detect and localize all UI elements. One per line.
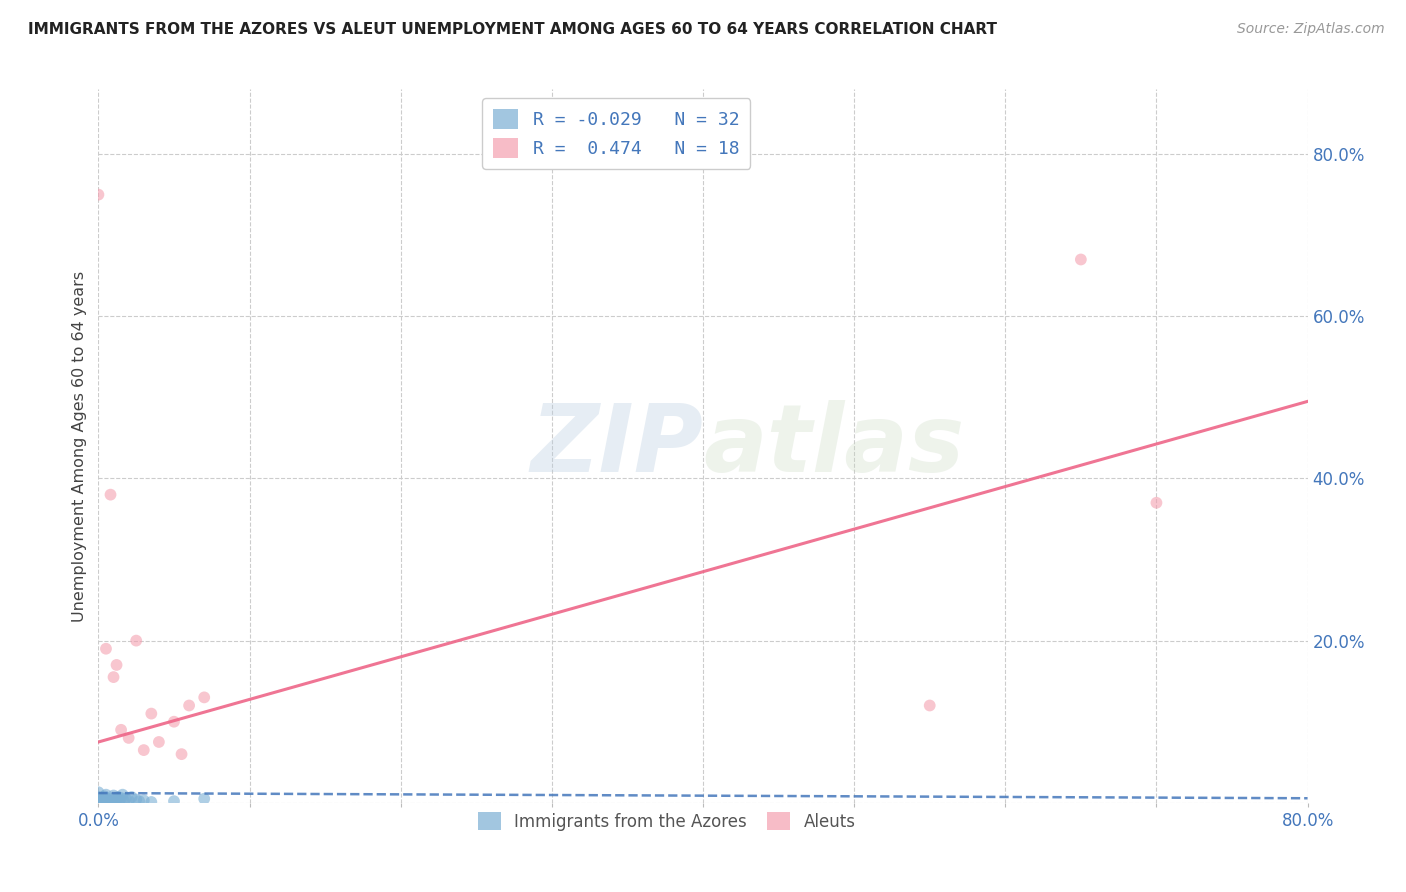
Point [170, 747, 193, 761]
Point [91, 796, 114, 810]
Point [148, 735, 170, 749]
Point [110, 723, 132, 737]
Point [100, 796, 122, 810]
Point [98, 795, 121, 809]
Point [141, 795, 163, 809]
Point [111, 788, 134, 802]
Point [918, 698, 941, 713]
Point [87, 785, 110, 799]
Point [87, 793, 110, 807]
Point [100, 488, 122, 502]
Point [112, 794, 135, 808]
Point [125, 792, 148, 806]
Point [163, 714, 186, 729]
Point [108, 793, 131, 807]
Point [91, 792, 114, 806]
Point [103, 789, 125, 803]
Point [179, 698, 201, 713]
Point [1144, 496, 1167, 510]
Point [101, 791, 124, 805]
Point [110, 791, 132, 805]
Point [125, 633, 148, 648]
Point [193, 791, 215, 805]
Point [94, 791, 117, 805]
Point [103, 793, 125, 807]
Point [118, 793, 141, 807]
Point [193, 690, 215, 705]
Point [96, 793, 118, 807]
Point [104, 795, 127, 809]
Y-axis label: Unemployment Among Ages 60 to 64 years: Unemployment Among Ages 60 to 64 years [72, 270, 87, 622]
Point [93, 789, 115, 804]
Text: atlas: atlas [703, 400, 965, 492]
Text: Source: ZipAtlas.com: Source: ZipAtlas.com [1237, 22, 1385, 37]
Text: ZIP: ZIP [530, 400, 703, 492]
Text: IMMIGRANTS FROM THE AZORES VS ALEUT UNEMPLOYMENT AMONG AGES 60 TO 64 YEARS CORRE: IMMIGRANTS FROM THE AZORES VS ALEUT UNEM… [28, 22, 997, 37]
Point [121, 790, 143, 805]
Point [105, 792, 128, 806]
Point [107, 790, 129, 805]
Point [118, 731, 141, 745]
Legend: Immigrants from the Azores, Aleuts: Immigrants from the Azores, Aleuts [471, 805, 862, 838]
Point [128, 794, 150, 808]
Point [132, 793, 155, 807]
Point [141, 706, 163, 721]
Point [114, 791, 136, 805]
Point [94, 794, 117, 808]
Point [132, 743, 155, 757]
Point [1070, 252, 1092, 267]
Point [94, 641, 117, 656]
Point [87, 790, 110, 805]
Point [103, 670, 125, 684]
Point [105, 657, 128, 672]
Point [87, 187, 110, 202]
Point [87, 796, 110, 810]
Point [163, 794, 186, 808]
Point [94, 788, 117, 802]
